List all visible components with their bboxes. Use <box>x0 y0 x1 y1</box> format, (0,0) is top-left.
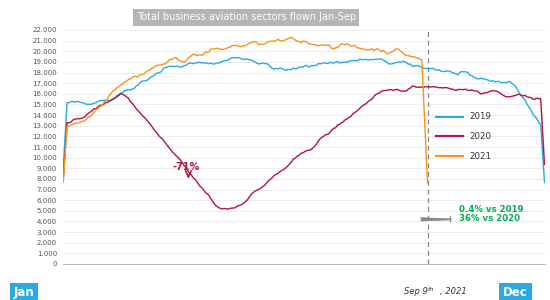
Text: Jan: Jan <box>14 286 35 299</box>
Text: 2021: 2021 <box>469 152 491 161</box>
Text: 0.4% vs 2019: 0.4% vs 2019 <box>459 205 523 214</box>
Text: 36% vs 2020: 36% vs 2020 <box>459 214 520 224</box>
Text: Sep 9: Sep 9 <box>404 287 427 296</box>
Text: 2020: 2020 <box>469 132 491 141</box>
Text: Dec: Dec <box>503 286 528 299</box>
Text: 2019: 2019 <box>469 112 491 121</box>
Text: th: th <box>427 287 434 292</box>
Text: Total business aviation sectors flown Jan-Sep: Total business aviation sectors flown Ja… <box>136 12 356 22</box>
Text: , 2021: , 2021 <box>439 287 466 296</box>
Text: -71%: -71% <box>172 162 200 172</box>
